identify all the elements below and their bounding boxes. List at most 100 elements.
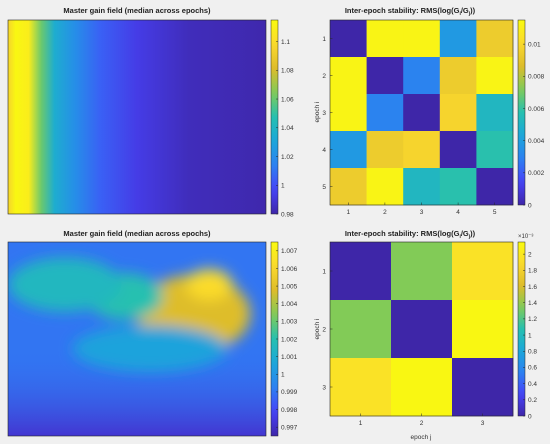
- colorbar-tick-label: 1.1: [281, 39, 290, 46]
- matrix-cell: [476, 131, 514, 169]
- x-tick-label: 5: [493, 209, 497, 216]
- matrix-cell: [452, 358, 514, 417]
- matrix-cell: [366, 94, 404, 132]
- matrix-cell: [439, 57, 477, 95]
- matrix-cell: [366, 168, 404, 206]
- matrix-cell: [366, 57, 404, 95]
- colorbar-tick-label: 0: [528, 413, 532, 420]
- colorbar-tick-label: 0.006: [528, 106, 545, 113]
- colorbar-tick-label: 1.006: [281, 266, 298, 273]
- matrix-cell: [476, 94, 514, 132]
- colorbar-tick-label: 1.007: [281, 248, 298, 255]
- y-tick-label: 1: [322, 36, 326, 43]
- matrix-cell: [452, 242, 514, 301]
- x-tick-label: 4: [456, 209, 460, 216]
- colorbar-stability-top-ticks: 0 0.002 0.004 0.006 0.008 0.01: [523, 41, 545, 209]
- matrix-cell: [366, 131, 404, 169]
- title-stability-bottom: Inter-epoch stability: RMS(log(Gi/Gj)): [345, 229, 476, 240]
- matrix-cell: [391, 358, 453, 417]
- matrix-cell: [403, 20, 441, 58]
- field-blob: [186, 269, 233, 301]
- matrix-cell: [330, 94, 367, 132]
- colorbar-tick-label: 0.6: [528, 365, 537, 372]
- panel-gain-field-bottom: Master gain field (median across epochs)…: [7, 229, 298, 437]
- stability-bottom-matrix: [330, 242, 514, 417]
- matrix-cell: [330, 57, 367, 95]
- title-stability-top: Inter-epoch stability: RMS(log(Gi/Gj)): [345, 6, 476, 17]
- colorbar-stability-bottom-ticks: 0 0.2 0.4 0.6 0.8 1 1.2 1.4 1.6 1.8 2: [523, 251, 537, 420]
- colorbar-tick-label: 1: [281, 372, 285, 379]
- panel-gain-field-top: Master gain field (median across epochs)…: [7, 6, 294, 218]
- y-tick-label: 3: [322, 110, 326, 117]
- stability-top-matrix: [330, 20, 514, 206]
- x-tick-label: 1: [359, 420, 363, 427]
- colorbar-tick-label: 1.02: [281, 154, 294, 161]
- colorbar-gain-bottom-ticks: 0.997 0.998 0.999 1 1.001 1.002 1.003 1.004 1.00…: [276, 248, 298, 431]
- x-tick-label: 2: [420, 420, 424, 427]
- colorbar-gain-top: [270, 19, 279, 215]
- matrix-cell: [330, 20, 367, 58]
- colorbar-tick-label: 0.999: [281, 389, 298, 396]
- field-blob: [72, 325, 228, 372]
- colorbar-tick-label: 0.8: [528, 349, 537, 356]
- matrix-cell: [476, 20, 514, 58]
- matrix-cell: [452, 300, 514, 359]
- field-blobs: [8, 257, 251, 372]
- stability-top-axes: 1 2 3 4 5 1 2 3 4 5: [322, 36, 497, 216]
- panel-stability-bottom: Inter-epoch stability: RMS(log(Gi/Gj)) 1…: [314, 229, 537, 441]
- colorbar-tick-label: 0.01: [528, 41, 541, 48]
- matrix-cell: [391, 300, 453, 359]
- colorbar-tick-label: 0.008: [528, 74, 545, 81]
- matrix-cell: [330, 300, 392, 359]
- colorbar-tick-label: 0: [528, 202, 532, 209]
- colorbar-tick-label: 0.002: [528, 170, 545, 177]
- y-tick-label: 2: [322, 326, 326, 333]
- x-tick-label: 2: [383, 209, 387, 216]
- colorbar-tick-label: 0.998: [281, 407, 298, 414]
- colorbar-stability-bottom-exponent: ×10⁻³: [518, 234, 533, 240]
- matrix-cell: [403, 168, 441, 206]
- title-gain-top: Master gain field (median across epochs): [63, 6, 211, 15]
- colorbar-tick-label: 1: [528, 332, 532, 339]
- gain-field-top-image: [8, 20, 266, 214]
- matrix-cell: [476, 168, 514, 206]
- matrix-cell: [403, 131, 441, 169]
- title-gain-bottom: Master gain field (median across epochs): [63, 229, 211, 238]
- y-tick-label: 5: [322, 184, 326, 191]
- colorbar-tick-label: 1.06: [281, 96, 294, 103]
- colorbar-tick-label: 1.4: [528, 300, 537, 307]
- colorbar-tick-label: 1.003: [281, 319, 298, 326]
- ylabel-stability-bottom: epoch i: [314, 319, 321, 340]
- colorbar-tick-label: 0.004: [528, 138, 545, 145]
- matrix-cell: [439, 131, 477, 169]
- matrix-cell: [330, 168, 367, 206]
- colorbar-tick-label: 2: [528, 251, 532, 258]
- colorbar-tick-label: 0.2: [528, 397, 537, 404]
- matrix-cell: [330, 358, 392, 417]
- colorbar-tick-label: 1.08: [281, 68, 294, 75]
- colorbar-tick-label: 1.8: [528, 268, 537, 275]
- gain-field-bottom-frame: [7, 241, 267, 437]
- colorbar-tick-label: 1.005: [281, 283, 298, 290]
- x-tick-label: 3: [420, 209, 424, 216]
- colorbar-tick-label: 1.002: [281, 336, 298, 343]
- y-tick-label: 1: [322, 268, 326, 275]
- colorbar-tick-label: 0.98: [281, 211, 294, 218]
- x-tick-label: 3: [481, 420, 485, 427]
- stability-bottom-axes: 1 2 3 1 2 3: [322, 268, 484, 427]
- colorbar-tick-label: 1: [281, 183, 285, 190]
- y-tick-label: 3: [322, 384, 326, 391]
- matrix-cell: [439, 168, 477, 206]
- matrix-cell: [330, 242, 392, 301]
- panel-stability-top: Inter-epoch stability: RMS(log(Gi/Gj)) 1…: [314, 6, 545, 216]
- colorbar-stability-top: [517, 19, 526, 206]
- colorbar-tick-label: 1.2: [528, 316, 537, 323]
- matrix-cell: [391, 242, 453, 301]
- colorbar-tick-label: 1.004: [281, 301, 298, 308]
- matrix-cell: [476, 57, 514, 95]
- matrix-cell: [403, 57, 441, 95]
- ylabel-stability-top: epoch i: [314, 102, 321, 123]
- colorbar-tick-label: 0.4: [528, 381, 537, 388]
- gain-field-bottom-image: [8, 242, 266, 436]
